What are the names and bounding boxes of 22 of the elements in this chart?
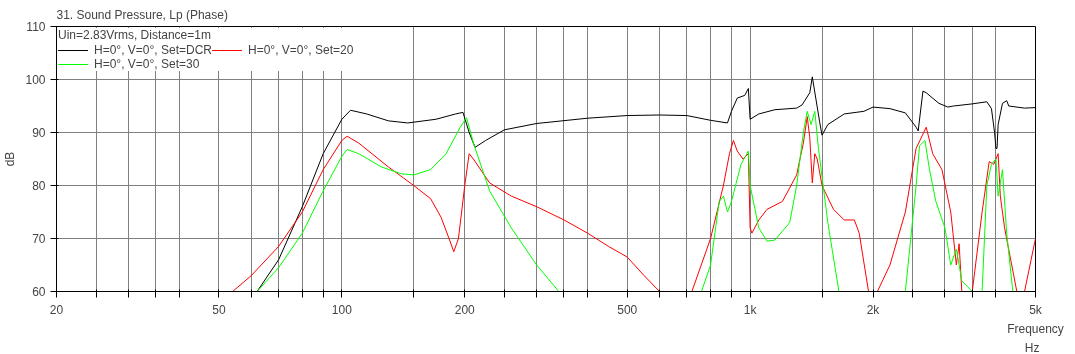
legend-label: H=0°, V=0°, Set=30 [94, 57, 200, 71]
x-tick-label: 500 [617, 302, 638, 317]
text: Hz [1024, 340, 1040, 354]
x-tick-label: 20 [49, 302, 64, 317]
y-tick-label: 60 [32, 285, 46, 299]
y-tick-label: 70 [32, 232, 46, 246]
legend-label: H=0°, V=0°, Set=20 [247, 43, 354, 57]
legend-title: Uin=2.83Vrms, Distance=1m [58, 28, 212, 42]
x-tick-label: 5k [1029, 302, 1043, 317]
x-tick-label: 100 [331, 302, 353, 317]
y-tick-label: 100 [25, 73, 46, 87]
x-axis-title: Frequency [1007, 321, 1064, 336]
chart-title: 31. Sound Pressure, Lp (Phase) [56, 7, 228, 22]
x-tick-label: 1k [743, 302, 758, 317]
legend-label: H=0°, V=0°, Set=DCR [94, 43, 212, 57]
y-tick-label: 110 [26, 20, 46, 34]
x-tick-label: 200 [454, 302, 476, 317]
x-tick-label: 2k [866, 302, 881, 317]
y-tick-label: 80 [32, 179, 46, 193]
y-axis-title: dB [3, 151, 18, 167]
y-tick-label: 90 [32, 126, 46, 140]
x-tick-label: 50 [212, 302, 226, 317]
